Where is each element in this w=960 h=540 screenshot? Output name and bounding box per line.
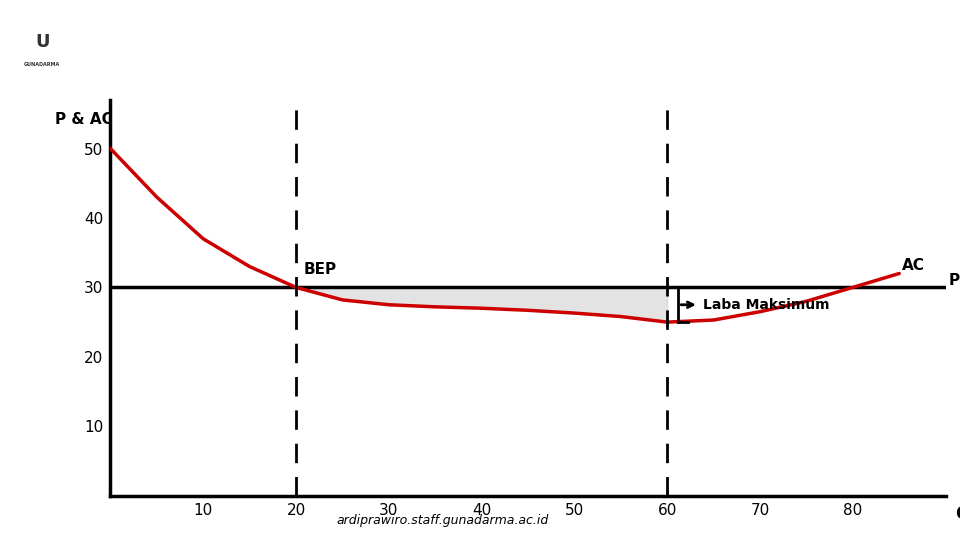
- Text: RATA-RATA: RATA-RATA: [438, 65, 599, 91]
- Text: ardiprawiro.staff.gunadarma.ac.id: ardiprawiro.staff.gunadarma.ac.id: [336, 514, 548, 527]
- Text: Laba Maksimum: Laba Maksimum: [704, 298, 829, 312]
- Text: U: U: [35, 33, 50, 51]
- Text: P & AC: P & AC: [55, 112, 112, 127]
- Text: Q: Q: [955, 504, 960, 522]
- Text: P: P: [948, 273, 959, 288]
- Text: AC: AC: [902, 258, 924, 273]
- Text: GUNADARMA: GUNADARMA: [24, 63, 60, 68]
- Text: KURVA MAKSIMISASI LABA – PENDEKATAN: KURVA MAKSIMISASI LABA – PENDEKATAN: [206, 19, 830, 45]
- Circle shape: [5, 6, 80, 94]
- Text: BEP: BEP: [303, 261, 337, 276]
